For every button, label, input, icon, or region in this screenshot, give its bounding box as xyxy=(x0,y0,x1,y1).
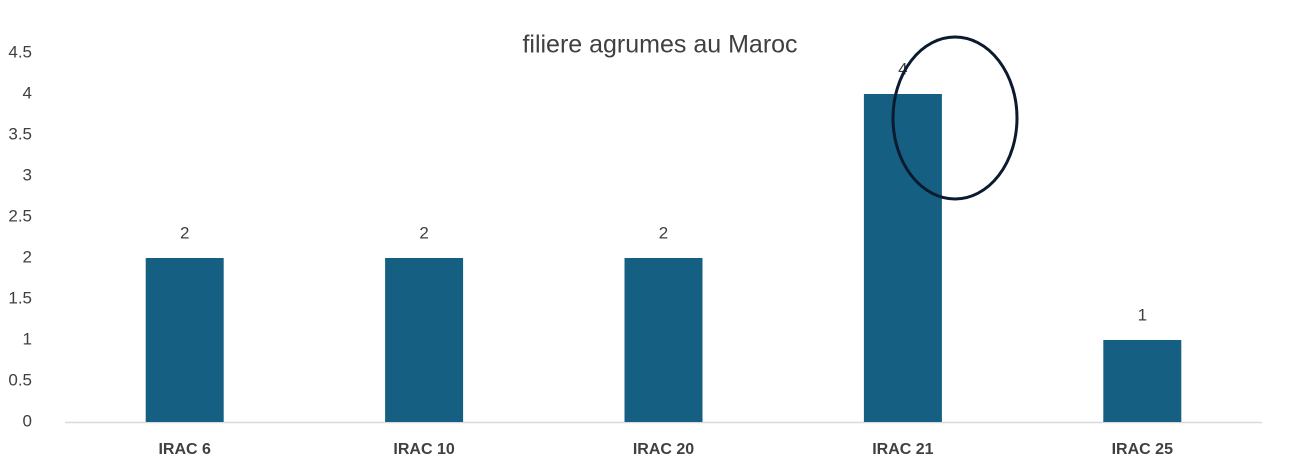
chart-title: filiere agrumes au Maroc xyxy=(522,31,797,59)
data-label: 2 xyxy=(419,223,428,242)
y-tick-label: 3 xyxy=(23,165,32,184)
y-tick-label: 0 xyxy=(23,411,32,430)
bar xyxy=(385,258,464,422)
y-tick-label: 2 xyxy=(23,247,32,266)
bar xyxy=(624,258,703,422)
x-tick-label: IRAC 20 xyxy=(633,441,694,458)
y-tick-label: 0.5 xyxy=(8,370,32,389)
data-label: 2 xyxy=(180,223,189,242)
x-tick-label: IRAC 21 xyxy=(872,441,933,458)
data-label: 2 xyxy=(659,223,668,242)
bar xyxy=(1103,340,1182,422)
bar xyxy=(145,258,224,422)
y-tick-label: 4.5 xyxy=(8,42,32,61)
x-tick-label: IRAC 10 xyxy=(393,441,454,458)
y-tick-label: 3.5 xyxy=(8,124,32,143)
x-tick-label: IRAC 25 xyxy=(1112,441,1173,458)
y-tick-label: 1.5 xyxy=(8,288,32,307)
x-tick-label: IRAC 6 xyxy=(158,441,211,458)
data-label: 4 xyxy=(898,59,907,78)
y-tick-label: 2.5 xyxy=(8,206,32,225)
data-label: 1 xyxy=(1138,305,1147,324)
y-tick-label: 4 xyxy=(23,83,32,102)
annotation-ellipse xyxy=(891,35,1019,201)
bar xyxy=(863,94,942,422)
y-tick-label: 1 xyxy=(23,329,32,348)
